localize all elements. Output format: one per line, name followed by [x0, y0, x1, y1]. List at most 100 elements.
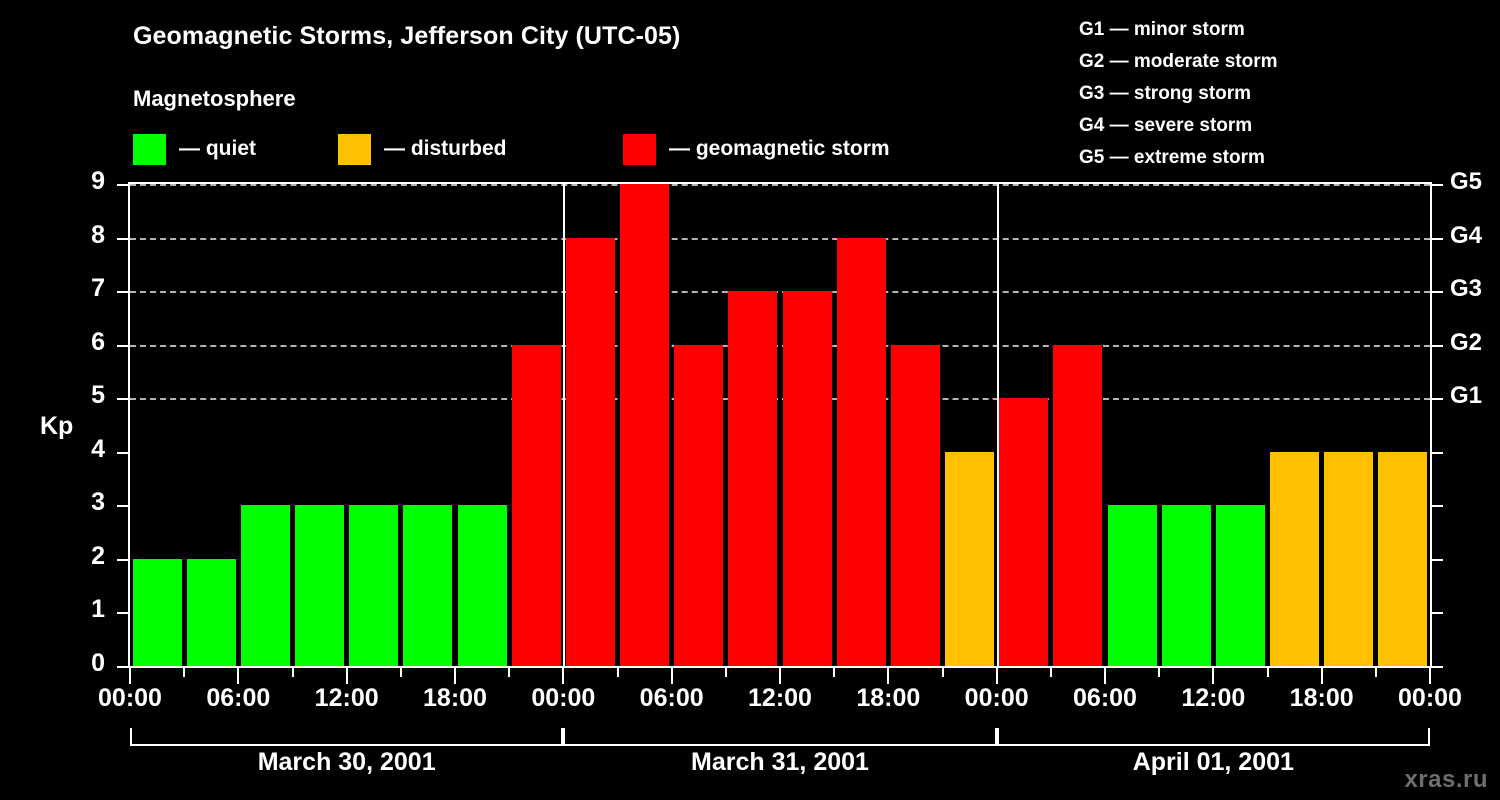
x-tick-label: 18:00 [423, 684, 487, 712]
x-tick-label: 12:00 [748, 684, 812, 712]
y-tick-label: 0 [91, 649, 105, 677]
g-scale-row-1: G1 — minor storm [1079, 19, 1245, 40]
gridline-kp-8 [130, 237, 1430, 240]
g-axis-minor-tick [1432, 558, 1443, 561]
x-tick-major [1429, 668, 1431, 684]
g-scale-row-5: G5 — extreme storm [1079, 147, 1265, 168]
g-tick-label: G1 [1450, 382, 1483, 410]
x-tick-minor [1049, 668, 1052, 677]
legend-item-storm: — geomagnetic storm [623, 133, 890, 165]
y-tick-label: 3 [91, 488, 105, 517]
g-tick-label: G4 [1450, 221, 1483, 249]
x-tick-major [670, 668, 673, 684]
bar-kp [511, 344, 561, 666]
plot-area [128, 182, 1432, 668]
bar-kp [1270, 451, 1320, 666]
x-tick-major [562, 668, 565, 684]
x-tick-minor [291, 668, 294, 677]
x-tick-label: 00:00 [964, 684, 1029, 712]
g-axis-minor-tick [1432, 612, 1443, 615]
g-axis-minor-tick [1432, 666, 1443, 668]
g-axis-minor-tick [1432, 505, 1443, 508]
gridline-kp-5 [130, 398, 1430, 401]
bar-kp [1053, 344, 1103, 666]
g-scale-row-4: G4 — severe storm [1079, 115, 1253, 136]
g-tick-G4 [1432, 237, 1443, 240]
legend-label: — quiet [179, 137, 256, 160]
y-tick-label: 7 [91, 274, 105, 303]
g-tick-G2 [1432, 344, 1443, 347]
y-tick-label: 8 [91, 220, 105, 249]
x-tick-major [1212, 668, 1215, 684]
x-tick-label: 12:00 [1181, 684, 1246, 712]
x-tick-minor [508, 668, 511, 677]
y-tick-label: 4 [91, 434, 105, 463]
day-separator [563, 184, 566, 666]
y-tick-7 [117, 291, 128, 294]
legend-swatch-storm-icon [623, 133, 656, 165]
x-tick-major [1320, 668, 1323, 684]
g-tick-label: G2 [1450, 328, 1483, 356]
day-separator [996, 184, 999, 666]
y-tick-9 [117, 184, 128, 186]
legend-item-quiet: — quiet [133, 133, 256, 165]
bar-kp [186, 558, 236, 666]
x-tick-label: 12:00 [314, 684, 379, 712]
day-bracket [130, 728, 564, 746]
legend-item-disturbed: — disturbed [338, 133, 507, 165]
bar-kp [1161, 505, 1211, 666]
day-label: March 30, 2001 [257, 748, 436, 776]
x-tick-major [887, 668, 890, 684]
g-scale-legend: G1 — minor storm G2 — moderate storm G3 — … [1079, 14, 1278, 174]
y-tick-label: 6 [91, 327, 105, 356]
g-tick-label: G3 [1450, 275, 1483, 303]
gridline-kp-9 [130, 184, 1430, 186]
bar-kp [890, 344, 940, 666]
y-tick-label: 2 [91, 541, 105, 570]
y-tick-8 [117, 237, 128, 240]
day-bracket [996, 728, 1430, 746]
x-tick-major [237, 668, 240, 684]
g-tick-G3 [1432, 291, 1443, 294]
gridline-kp-7 [130, 291, 1430, 294]
x-tick-label: 18:00 [1289, 684, 1354, 712]
bar-kp [295, 505, 345, 666]
x-tick-major [345, 668, 348, 684]
x-tick-major [779, 668, 781, 684]
x-tick-major [129, 668, 131, 684]
x-tick-minor [941, 668, 944, 677]
bar-kp [999, 398, 1049, 666]
g-tick-G5 [1432, 184, 1443, 186]
x-tick-label: 00:00 [98, 684, 162, 712]
x-axis: 00:00 06:00 12:00 18:00 00:00 06:00 12:00 18:00… [98, 668, 1462, 800]
x-tick-minor [616, 668, 619, 677]
legend-swatch-quiet-icon [133, 133, 166, 165]
x-tick-label: 06:00 [1073, 684, 1137, 712]
bar-kp [1215, 505, 1265, 666]
g-scale-row-2: G2 — moderate storm [1079, 51, 1278, 72]
legend-swatch-disturbed-icon [338, 133, 371, 165]
x-tick-label: 18:00 [856, 684, 921, 712]
x-tick-label: 06:00 [639, 684, 704, 712]
day-bracket [563, 728, 997, 746]
bar-kp [1324, 451, 1374, 666]
y-tick-2 [117, 558, 128, 561]
y-tick-5 [117, 398, 128, 401]
x-tick-minor [1374, 668, 1377, 677]
y-tick-label: 9 [91, 167, 105, 195]
g-tick-G1 [1432, 398, 1443, 401]
bar-kp [565, 237, 615, 666]
bar-kp [945, 451, 995, 666]
x-tick-major [1104, 668, 1106, 684]
x-tick-major [995, 668, 998, 684]
x-tick-major [454, 668, 456, 684]
g-scale-row-3: G3 — strong storm [1079, 83, 1252, 104]
x-tick-label: 06:00 [206, 684, 271, 712]
x-tick-label: 00:00 [531, 684, 596, 712]
g-tick-label: G5 [1450, 168, 1483, 195]
day-label: March 31, 2001 [691, 748, 869, 776]
x-tick-minor [183, 668, 186, 677]
day-label: April 01, 2001 [1132, 748, 1294, 776]
page-title: Geomagnetic Storms, Jefferson City (UTC-… [133, 22, 681, 50]
